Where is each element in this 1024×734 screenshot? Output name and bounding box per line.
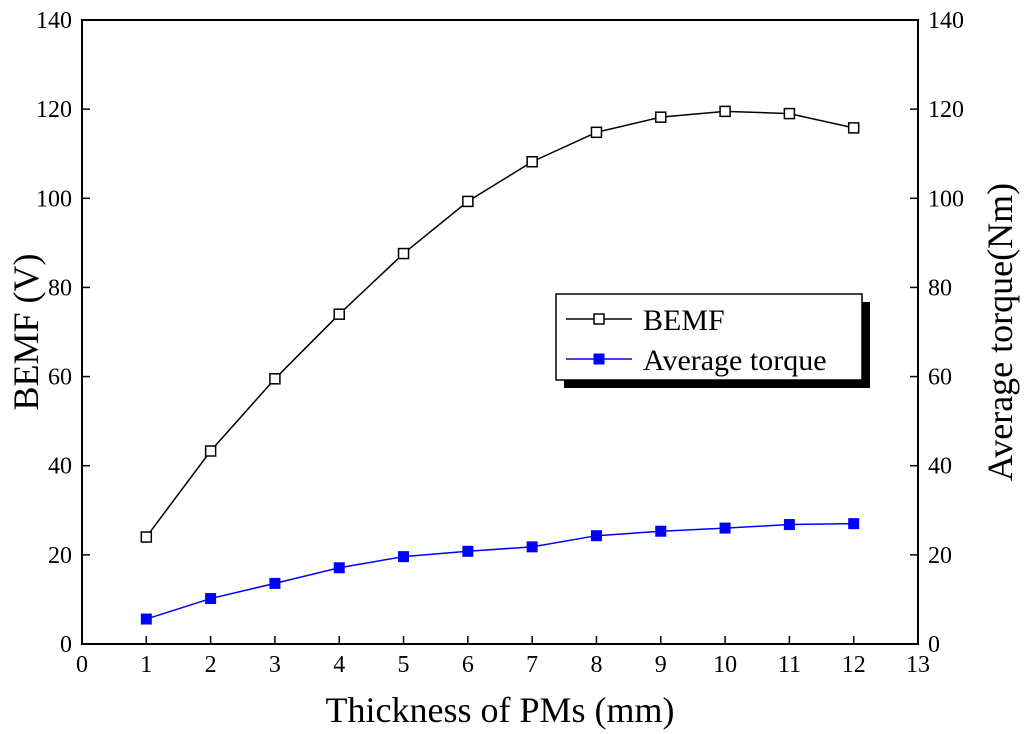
point-bemf	[526, 155, 538, 168]
y-tick-label-right: 100	[928, 186, 964, 212]
point-average-torque	[655, 525, 667, 537]
y-tick-label-left: 40	[48, 454, 72, 480]
point-bemf	[655, 111, 667, 123]
point-average-torque	[590, 530, 602, 542]
legend-marker-torque	[593, 353, 605, 365]
x-tick-label: 11	[778, 652, 801, 678]
point-bemf	[719, 105, 731, 118]
y-tick-label-left: 80	[48, 275, 72, 301]
point-average-torque	[848, 518, 860, 530]
point-bemf	[783, 107, 796, 120]
point-average-torque	[526, 541, 538, 553]
point-average-torque	[140, 613, 152, 625]
x-tick-label: 6	[462, 652, 474, 678]
x-tick-label: 9	[655, 652, 667, 678]
x-tick-label: 2	[205, 652, 217, 678]
point-average-torque	[205, 593, 217, 605]
y-tick-label-left: 20	[48, 543, 72, 569]
point-bemf	[269, 373, 281, 385]
point-average-torque	[398, 551, 410, 563]
y-tick-label-right: 80	[928, 275, 952, 301]
point-bemf	[333, 308, 345, 320]
y-tick-label-left: 120	[36, 97, 72, 123]
point-average-torque	[333, 562, 345, 574]
x-tick-label: 13	[906, 652, 930, 678]
legend-marker-bemf	[593, 313, 605, 325]
legend: BEMF Average torque	[555, 293, 870, 388]
x-tick-label: 12	[842, 652, 866, 678]
legend-label-torque: Average torque	[643, 344, 827, 377]
legend-label-bemf: BEMF	[643, 304, 725, 337]
y-tick-label-left: 100	[36, 186, 72, 212]
x-tick-label: 10	[713, 652, 737, 678]
series-line-average-torque	[146, 522, 854, 620]
y-tick-label-right: 140	[928, 8, 964, 34]
y-tick-label-left: 0	[60, 632, 72, 658]
point-average-torque	[783, 519, 795, 531]
legend-box	[555, 293, 863, 381]
point-average-torque	[719, 522, 731, 534]
series-layer	[140, 105, 860, 625]
x-tick-label: 4	[333, 652, 345, 678]
y-tick-label-right: 20	[928, 543, 952, 569]
y-tick-label-right: 120	[928, 97, 964, 123]
x-tick-label: 5	[398, 652, 410, 678]
x-tick-label: 7	[526, 652, 538, 678]
point-bemf	[590, 126, 603, 139]
y-tick-label-left: 140	[36, 8, 72, 34]
y-tick-label-right: 60	[928, 365, 952, 391]
y-axis-title-left: BEMF (V)	[6, 253, 46, 410]
point-bemf	[847, 122, 860, 134]
x-tick-label: 0	[76, 652, 88, 678]
x-tick-label: 8	[590, 652, 602, 678]
y-axis-title-right: Average torque(Nm)	[980, 183, 1020, 481]
x-tick-label: 1	[140, 652, 152, 678]
plot-frame	[81, 19, 919, 645]
y-tick-label-right: 0	[928, 632, 940, 658]
x-tick-label: 3	[269, 652, 281, 678]
series-line-bemf	[145, 110, 854, 538]
y-tick-label-left: 60	[48, 365, 72, 391]
point-average-torque	[269, 577, 281, 589]
y-tick-label-right: 40	[928, 454, 952, 480]
point-average-torque	[462, 545, 474, 557]
x-axis-title: Thickness of PMs (mm)	[326, 690, 675, 730]
point-bemf	[397, 247, 410, 260]
point-bemf	[140, 531, 153, 543]
point-bemf	[204, 445, 217, 457]
point-bemf	[462, 195, 474, 208]
